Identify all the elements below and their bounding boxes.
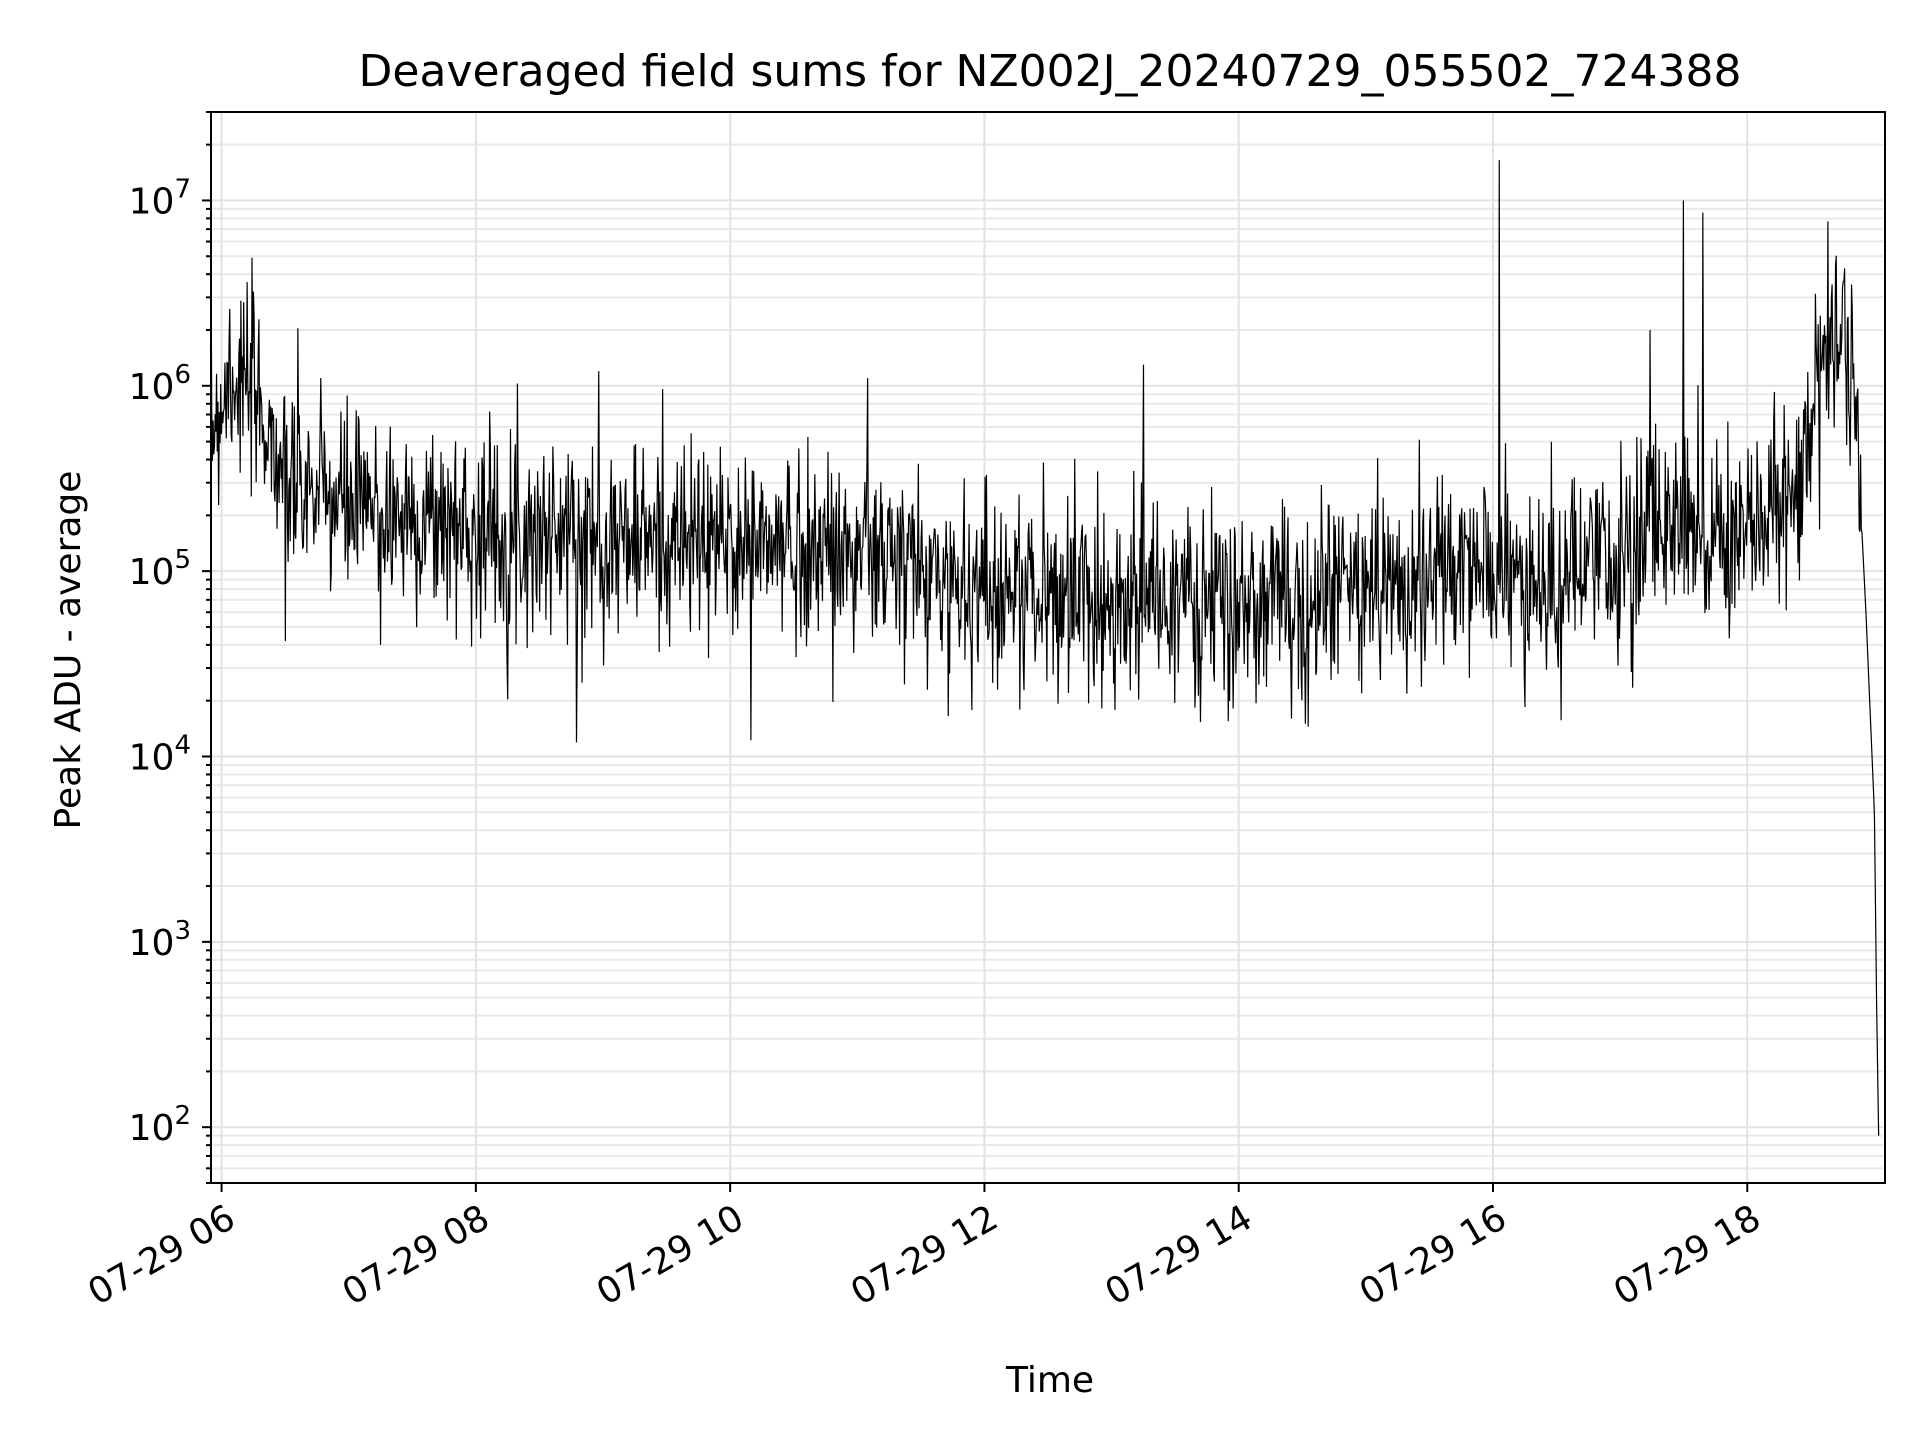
series-line [210, 160, 1880, 1136]
y-tick-label: 106 [129, 360, 191, 408]
x-tick-label: 07-29 18 [1607, 1197, 1768, 1313]
x-tick-label: 07-29 08 [336, 1197, 497, 1313]
y-tick-label: 103 [129, 916, 191, 964]
x-tick-label: 07-29 10 [590, 1197, 751, 1313]
y-tick-label: 102 [129, 1101, 191, 1149]
plot-area-frame [210, 111, 1886, 1184]
x-tick-label: 07-29 16 [1353, 1197, 1514, 1313]
grid-layer [211, 111, 1885, 1184]
ticks-layer: 102 103 104 105 106 107 07-29 06 07-29 08 07-29 … [81, 111, 1768, 1314]
y-tick-label: 105 [129, 545, 191, 593]
y-axis-label: Peak ADU - average [48, 471, 89, 830]
x-tick-label: 07-29 06 [81, 1197, 242, 1313]
series-layer [210, 160, 1880, 1136]
y-tick-label: 107 [129, 174, 191, 222]
x-tick-label: 07-29 12 [844, 1197, 1005, 1313]
y-tick-label: 104 [129, 730, 191, 778]
x-axis-label: Time [1005, 1360, 1094, 1401]
x-tick-label: 07-29 14 [1099, 1197, 1260, 1313]
chart-title: Deaveraged field sums for NZ002J_2024072… [359, 46, 1742, 97]
